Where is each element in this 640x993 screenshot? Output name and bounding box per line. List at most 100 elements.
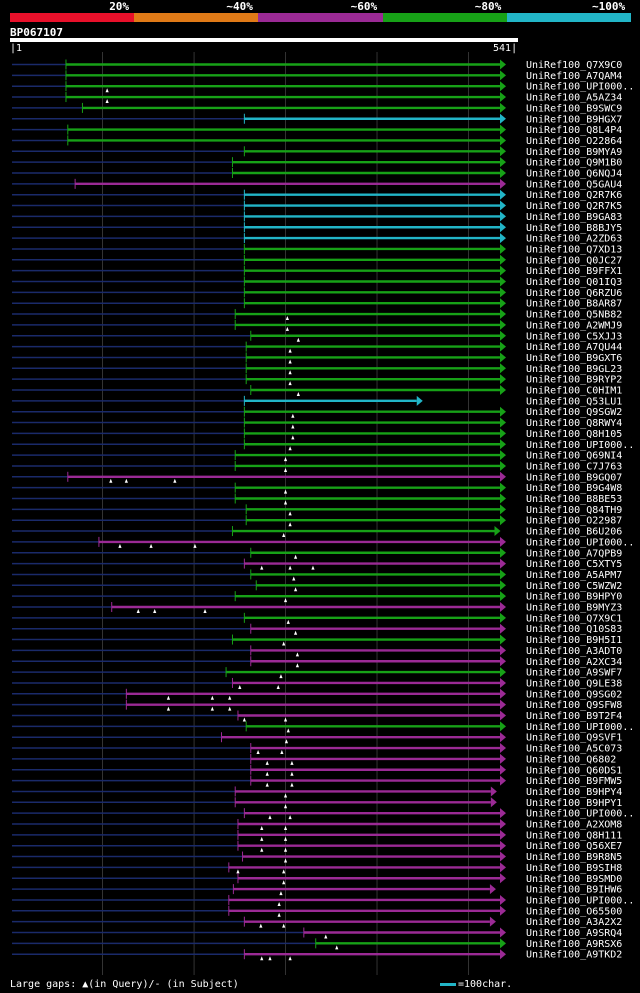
- hit-row[interactable]: UniRef100_C5XTY5: [12, 558, 622, 571]
- hit-row[interactable]: UniRef100_Q60DS1: [12, 764, 622, 777]
- hit-label[interactable]: UniRef100_B8AR87: [526, 299, 622, 310]
- hit-label[interactable]: UniRef100_C5WZW2: [526, 581, 622, 592]
- hit-row[interactable]: UniRef100_A3A2X2: [12, 916, 622, 929]
- hit-label[interactable]: UniRef100_UPI000..: [526, 895, 634, 906]
- hit-label[interactable]: UniRef100_Q8H105: [526, 429, 622, 440]
- hit-row[interactable]: UniRef100_B9SWC9: [12, 102, 622, 115]
- hit-row[interactable]: UniRef100_A3ADT0: [12, 645, 622, 657]
- hit-row[interactable]: UniRef100_B9H5I1: [12, 634, 622, 647]
- hit-label[interactable]: UniRef100_Q2R7K5: [526, 201, 622, 212]
- hit-row[interactable]: UniRef100_Q8RWY4: [12, 417, 622, 430]
- hit-label[interactable]: UniRef100_B9H5I1: [526, 635, 622, 646]
- hit-label[interactable]: UniRef100_Q6RZU6: [526, 288, 622, 299]
- hit-row[interactable]: UniRef100_Q9SG02: [12, 688, 622, 701]
- hit-label[interactable]: UniRef100_UPI000..: [526, 537, 634, 548]
- hit-row[interactable]: UniRef100_B9GQ07: [12, 471, 622, 484]
- hit-row[interactable]: UniRef100_B9HGX7: [12, 113, 622, 126]
- hit-label[interactable]: UniRef100_Q5NB82: [526, 310, 622, 321]
- hit-label[interactable]: UniRef100_A2WMJ9: [526, 320, 622, 331]
- hit-row[interactable]: UniRef100_UPI000..: [12, 536, 634, 549]
- hit-label[interactable]: UniRef100_B9GXT6: [526, 353, 622, 364]
- hit-label[interactable]: UniRef100_A9SRQ4: [526, 928, 622, 939]
- hit-row[interactable]: UniRef100_Q8L4P4: [12, 124, 622, 137]
- hit-row[interactable]: UniRef100_A9TKD2: [12, 949, 622, 961]
- hit-label[interactable]: UniRef100_Q9SFW8: [526, 700, 622, 711]
- hit-label[interactable]: UniRef100_Q69NI4: [526, 451, 622, 462]
- hit-row[interactable]: UniRef100_O65500: [12, 905, 622, 918]
- hit-row[interactable]: UniRef100_Q6802: [12, 753, 616, 766]
- hit-label[interactable]: UniRef100_Q8RWY4: [526, 418, 622, 429]
- hit-row[interactable]: UniRef100_B9IHW6: [12, 884, 622, 896]
- hit-row[interactable]: UniRef100_Q10S83: [12, 623, 622, 636]
- hit-label[interactable]: UniRef100_Q9SG02: [526, 689, 622, 700]
- hit-label[interactable]: UniRef100_A2ZD63: [526, 234, 622, 245]
- hit-label[interactable]: UniRef100_A5C073: [526, 744, 622, 755]
- hit-row[interactable]: UniRef100_B9RYP2: [12, 374, 622, 386]
- hit-label[interactable]: UniRef100_Q2R7K6: [526, 190, 622, 201]
- hit-row[interactable]: UniRef100_UPI000..: [12, 894, 634, 907]
- hit-label[interactable]: UniRef100_B9SIH8: [526, 863, 622, 874]
- hit-row[interactable]: UniRef100_Q2R7K6: [12, 189, 622, 202]
- hit-label[interactable]: UniRef100_B9RYP2: [526, 375, 622, 386]
- hit-label[interactable]: UniRef100_B8BJY5: [526, 223, 622, 234]
- hit-label[interactable]: UniRef100_C0HIM1: [526, 386, 622, 397]
- hit-row[interactable]: UniRef100_Q7XD13: [12, 243, 622, 256]
- hit-label[interactable]: UniRef100_B9T2F4: [526, 711, 622, 722]
- hit-label[interactable]: UniRef100_UPI000..: [526, 82, 634, 93]
- hit-label[interactable]: UniRef100_Q9LE38: [526, 678, 622, 689]
- hit-row[interactable]: UniRef100_A9SRQ4: [12, 927, 622, 940]
- hit-label[interactable]: UniRef100_A2XC34: [526, 657, 622, 668]
- hit-row[interactable]: UniRef100_A5C073: [12, 743, 622, 755]
- hit-row[interactable]: UniRef100_C0HIM1: [12, 385, 622, 397]
- hit-label[interactable]: UniRef100_Q60DS1: [526, 765, 622, 776]
- hit-label[interactable]: UniRef100_A9RSX6: [526, 939, 622, 950]
- hit-label[interactable]: UniRef100_B9G4W8: [526, 483, 622, 494]
- hit-label[interactable]: UniRef100_Q7X9C1: [526, 613, 622, 624]
- hit-row[interactable]: UniRef100_A7QU44: [12, 341, 622, 354]
- hit-label[interactable]: UniRef100_UPI000..: [526, 722, 634, 733]
- hit-row[interactable]: UniRef100_Q8H105: [12, 428, 622, 440]
- hit-row[interactable]: UniRef100_Q7X9C0: [12, 59, 622, 72]
- hit-label[interactable]: UniRef100_B9MYA9: [526, 147, 622, 158]
- hit-label[interactable]: UniRef100_A7QU44: [526, 342, 622, 353]
- hit-row[interactable]: UniRef100_Q53LU1: [12, 395, 622, 408]
- hit-row[interactable]: UniRef100_B9SMD0: [12, 873, 622, 885]
- hit-row[interactable]: UniRef100_A7QPB9: [12, 547, 622, 560]
- hit-label[interactable]: UniRef100_B9HPY4: [526, 787, 622, 798]
- hit-row[interactable]: UniRef100_Q5GAU4: [12, 178, 622, 191]
- hit-row[interactable]: UniRef100_B9R8N5: [12, 851, 622, 864]
- hit-row[interactable]: UniRef100_Q6RZU6: [12, 287, 622, 299]
- hit-label[interactable]: UniRef100_UPI000..: [526, 809, 634, 820]
- hit-label[interactable]: UniRef100_B9HPY0: [526, 592, 622, 603]
- hit-label[interactable]: UniRef100_B6U206: [526, 527, 622, 538]
- hit-label[interactable]: UniRef100_A5APM7: [526, 570, 622, 581]
- hit-row[interactable]: UniRef100_B8BE53: [12, 493, 622, 506]
- hit-row[interactable]: UniRef100_O22864: [12, 135, 622, 147]
- hit-label[interactable]: UniRef100_A3ADT0: [526, 646, 622, 657]
- hit-row[interactable]: UniRef100_B9HPY1: [12, 797, 622, 809]
- hit-label[interactable]: UniRef100_O22864: [526, 136, 622, 147]
- hit-label[interactable]: UniRef100_Q9M1B0: [526, 158, 622, 169]
- hit-label[interactable]: UniRef100_B9IHW6: [526, 885, 622, 896]
- hit-label[interactable]: UniRef100_Q53LU1: [526, 396, 622, 407]
- hit-row[interactable]: UniRef100_B9HPY0: [12, 591, 622, 603]
- hit-label[interactable]: UniRef100_B9FFX1: [526, 266, 622, 277]
- hit-row[interactable]: UniRef100_UPI000..: [12, 439, 634, 451]
- hit-label[interactable]: UniRef100_Q8H111: [526, 830, 622, 841]
- hit-label[interactable]: UniRef100_C5XTY5: [526, 559, 622, 570]
- hit-label[interactable]: UniRef100_A3A2X2: [526, 917, 622, 928]
- hit-row[interactable]: UniRef100_Q9SGW2: [12, 406, 622, 419]
- hit-row[interactable]: UniRef100_Q6NQJ4: [12, 168, 622, 180]
- hit-row[interactable]: UniRef100_B9GXT6: [12, 352, 622, 364]
- hit-label[interactable]: UniRef100_B9HGX7: [526, 114, 622, 125]
- hit-label[interactable]: UniRef100_Q7XD13: [526, 244, 622, 255]
- hit-label[interactable]: UniRef100_B9GA83: [526, 212, 622, 223]
- hit-label[interactable]: UniRef100_Q5GAU4: [526, 179, 622, 190]
- hit-row[interactable]: UniRef100_A5APM7: [12, 569, 622, 581]
- hit-label[interactable]: UniRef100_B9GQ07: [526, 472, 622, 483]
- hit-row[interactable]: UniRef100_Q9SFW8: [12, 699, 622, 712]
- hit-row[interactable]: UniRef100_B9HPY4: [12, 786, 622, 798]
- hit-label[interactable]: UniRef100_O65500: [526, 906, 622, 917]
- hit-row[interactable]: UniRef100_Q84TH9: [12, 504, 622, 516]
- hit-row[interactable]: UniRef100_Q9LE38: [12, 677, 622, 690]
